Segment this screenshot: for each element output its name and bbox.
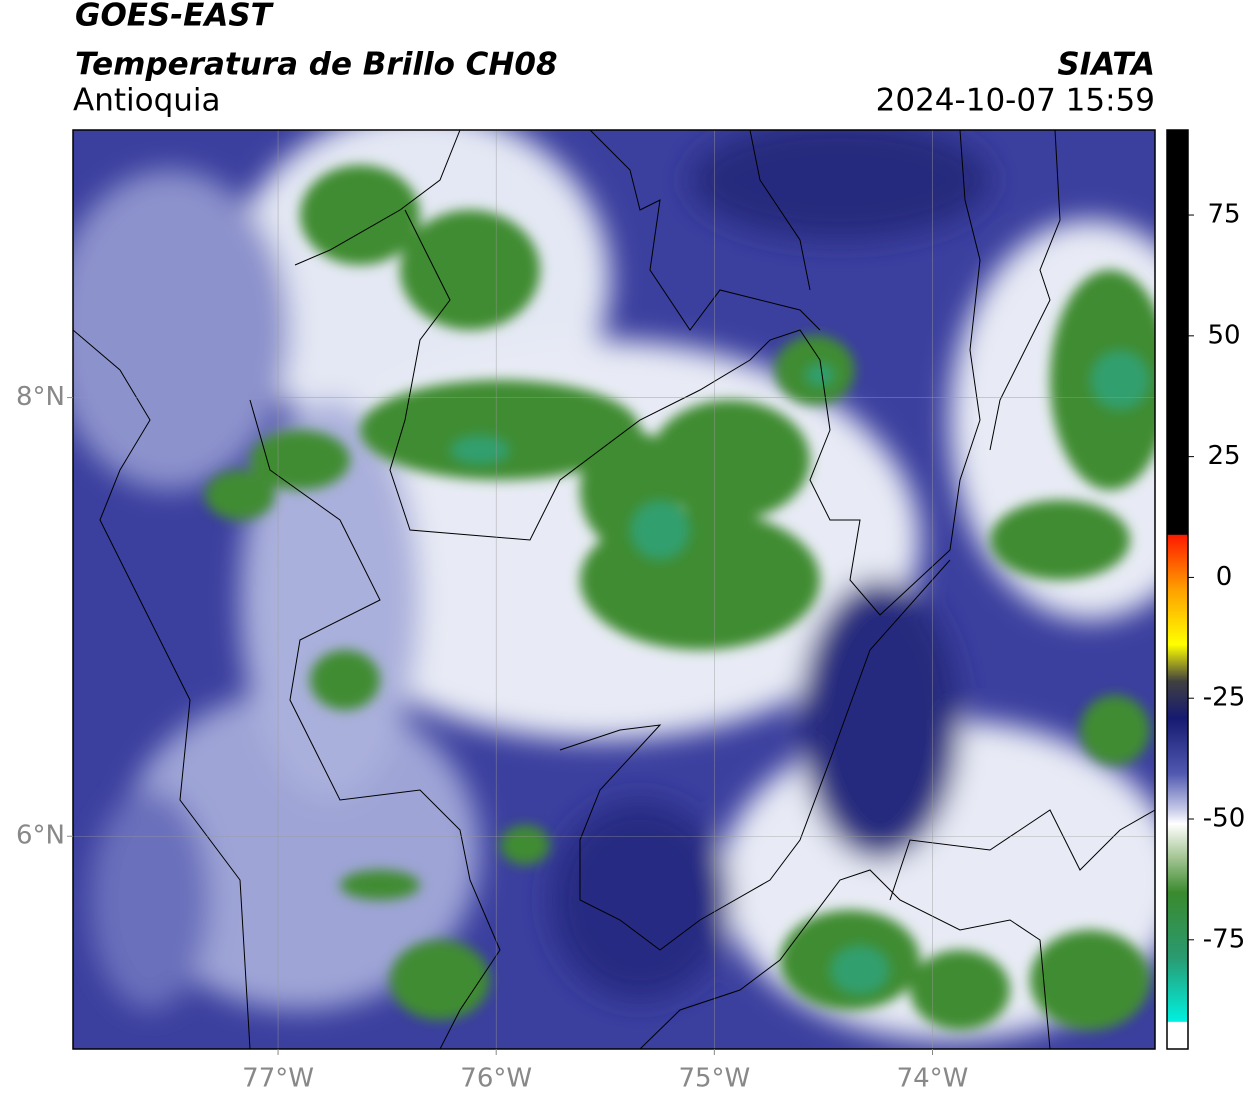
colorbar-tick-label: 25 <box>1207 441 1240 471</box>
datetime: 2024-10-07 15:59 <box>876 83 1155 119</box>
colorbar-tick-label: -50 <box>1203 804 1245 834</box>
colorbar-tick-label: 0 <box>1216 562 1233 592</box>
lon-tick-label: 76°W <box>460 1064 532 1094</box>
satellite-image <box>73 130 1155 1049</box>
lon-tick-label: 74°W <box>897 1064 969 1094</box>
source: SIATA <box>1057 47 1155 83</box>
lon-tick-label: 77°W <box>242 1064 314 1094</box>
title: GOES-EAST <box>75 0 275 34</box>
colorbar-tick-label: -25 <box>1203 683 1245 713</box>
lon-tick-label: 75°W <box>678 1064 750 1094</box>
colorbar-tick-label: 50 <box>1207 320 1240 350</box>
map-frame <box>72 129 1156 1050</box>
gridlines <box>73 130 1155 1049</box>
borders <box>73 130 1155 1049</box>
subtitle: Temperatura de Brillo CH08 <box>75 47 558 83</box>
colorbar <box>1166 129 1189 1050</box>
lat-tick-label: 6°N <box>16 821 65 851</box>
colorbar-tick-label: -75 <box>1203 924 1245 954</box>
lat-tick-label: 8°N <box>16 382 65 412</box>
region: Antioquia <box>73 83 221 119</box>
colorbar-tick-label: 75 <box>1207 200 1240 230</box>
